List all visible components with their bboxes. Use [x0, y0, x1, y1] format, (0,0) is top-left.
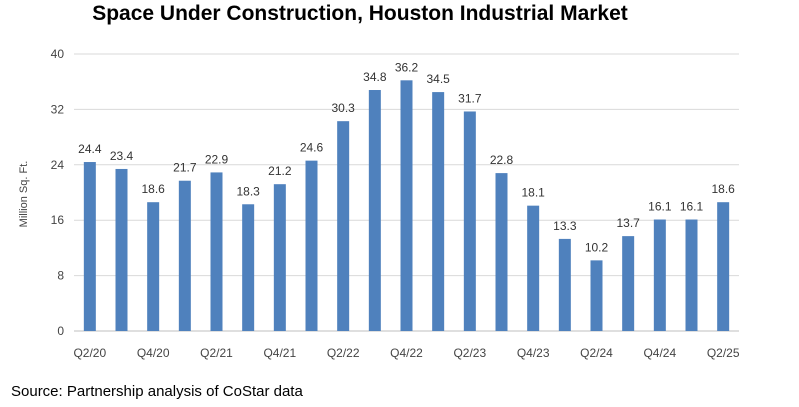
data-labels: 24.4 23.4 18.6 21.7 22.9 18.3 21.2 24.6 30.3 34.8…	[78, 60, 735, 254]
data-label: 21.2	[268, 164, 292, 178]
bar	[622, 236, 635, 331]
bar	[432, 92, 445, 332]
bar	[368, 90, 381, 331]
x-tick-label: Q4/20	[137, 346, 170, 360]
data-label: 22.9	[205, 152, 229, 166]
x-tick-label: Q2/20	[73, 346, 106, 360]
y-tick-label: 32	[51, 102, 65, 116]
y-tick-label: 0	[57, 324, 64, 338]
x-tick-label: Q2/25	[707, 346, 740, 360]
data-label: 10.2	[585, 240, 609, 254]
bar	[210, 172, 223, 331]
data-label: 18.6	[141, 182, 165, 196]
bar	[527, 205, 540, 331]
bar	[717, 202, 730, 331]
chart-title: Space Under Construction, Houston Indust…	[92, 2, 628, 25]
bar	[558, 238, 571, 331]
y-axis-label: Million Sq. Ft.	[18, 161, 30, 228]
y-tick-label: 16	[51, 213, 65, 227]
bar	[685, 219, 698, 331]
data-label: 16.1	[680, 200, 704, 214]
bar	[463, 111, 476, 331]
data-label: 24.6	[300, 141, 324, 155]
x-tick-label: Q2/23	[453, 346, 486, 360]
data-label: 24.4	[78, 142, 102, 156]
y-tick-label: 8	[57, 269, 64, 283]
data-label: 18.3	[236, 184, 260, 198]
data-label: 18.6	[711, 182, 735, 196]
bar	[273, 184, 286, 331]
bar	[305, 160, 318, 331]
data-label: 30.3	[331, 101, 355, 115]
y-axis-ticks: 0 8 16 24 32 40	[51, 47, 65, 338]
bar	[242, 204, 255, 331]
x-tick-label: Q2/24	[580, 346, 613, 360]
data-label: 13.7	[616, 216, 640, 230]
bar	[400, 80, 413, 331]
bars	[83, 80, 730, 332]
bar	[178, 180, 191, 331]
x-tick-label: Q2/21	[200, 346, 233, 360]
source-note: Source: Partnership analysis of CoStar d…	[11, 383, 303, 400]
bar	[653, 219, 666, 331]
x-tick-label: Q4/24	[643, 346, 676, 360]
data-label: 18.1	[521, 186, 545, 200]
data-label: 31.7	[458, 91, 482, 105]
bar	[83, 162, 96, 331]
data-label: 34.5	[426, 72, 450, 86]
data-label: 21.7	[173, 161, 197, 175]
bar	[590, 260, 603, 331]
data-label: 23.4	[110, 149, 134, 163]
x-tick-label: Q4/23	[517, 346, 550, 360]
data-label: 13.3	[553, 219, 577, 233]
x-tick-label: Q4/22	[390, 346, 423, 360]
x-tick-label: Q4/21	[263, 346, 296, 360]
x-axis-ticks: Q2/20 Q4/20 Q2/21 Q4/21 Q2/22 Q4/22 Q2/23 Q4/23…	[73, 346, 739, 360]
x-tick-label: Q2/22	[327, 346, 360, 360]
data-label: 16.1	[648, 200, 672, 214]
data-label: 34.8	[363, 70, 387, 84]
y-tick-label: 40	[51, 47, 65, 61]
bar	[337, 121, 350, 331]
y-tick-label: 24	[51, 158, 65, 172]
bar	[495, 173, 508, 331]
data-label: 36.2	[395, 60, 419, 74]
bar	[115, 168, 128, 331]
bar	[147, 202, 160, 331]
data-label: 22.8	[490, 153, 514, 167]
